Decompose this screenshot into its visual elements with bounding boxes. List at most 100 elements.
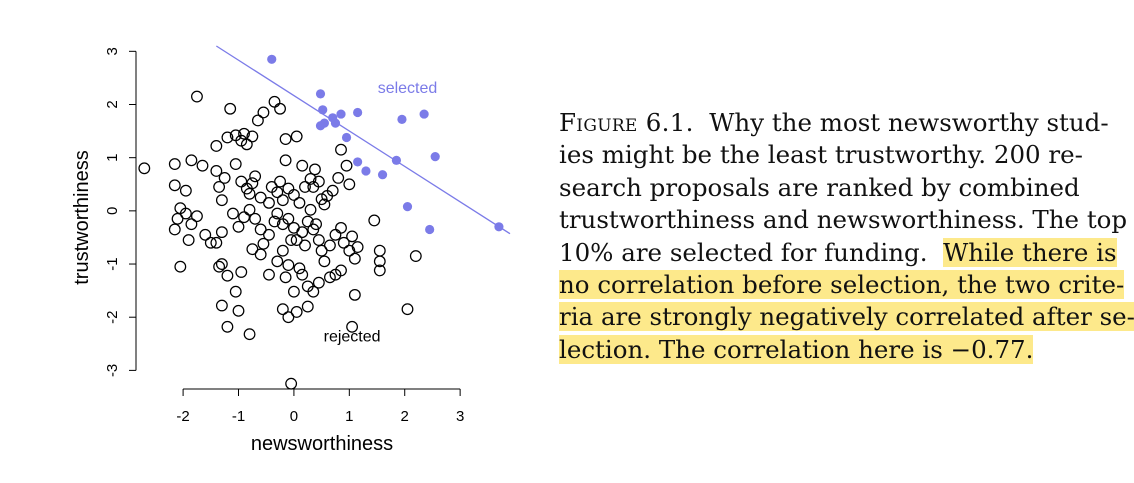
rejected-point [213,260,226,273]
y-tick-label: 3 [104,47,121,55]
rejected-point [296,268,309,281]
rejected-point [282,311,295,324]
rejected-point [243,203,256,216]
caption-line-1: Figure 6.1. Why the most newsworthy stud… [559,107,1109,139]
rejected-point [312,234,325,247]
rejected-point [279,271,292,284]
rejected-point [243,328,256,341]
rejected-point [373,264,386,277]
rejected-point [401,303,414,316]
rejected-point [213,180,226,193]
y-tick-label: -3 [104,364,121,377]
rejected-point [185,218,198,231]
rejected-point [268,95,281,108]
rejected-point [340,159,353,172]
rejected-point [221,131,234,144]
rejected-point [249,170,262,183]
rejected-point [185,154,198,167]
rejected-point [257,237,270,250]
selected-point [425,224,435,235]
rejected-point [312,276,325,289]
rejected-point [335,221,347,234]
rejected-point [282,212,295,225]
rejected-point [179,207,192,220]
plot-axes: -2 -1 0 1 2 3 -3 -2 -1 0 1 2 3 newsworthiness trustwor… [71,47,464,455]
selected-point [318,105,328,115]
x-tick-label: 2 [401,408,409,425]
rejected-point [276,244,289,257]
rejected-point [229,158,242,170]
rejected-point [221,269,234,282]
caption-line-2: ies might be the least trustworthy. 200 … [559,140,1083,170]
caption-text-5: 10% are selected for funding. [559,237,928,267]
rejected-point [296,226,309,239]
selection-threshold-line [215,45,511,235]
rejected-point [293,196,306,209]
rejected-point [263,196,275,209]
selected-point [315,121,326,131]
rejected-point [191,210,203,223]
rejected-point [326,184,339,197]
rejected-point [409,250,422,262]
rejected-point [235,266,248,278]
rejected-point [296,159,309,172]
rejected-point [351,241,364,253]
rejected-point [324,239,336,252]
rejected-point [174,260,187,273]
scatter-plot: -2 -1 0 1 2 3 -3 -2 -1 0 1 2 3 newsworthiness trustwor… [71,45,511,455]
rejected-point [279,133,292,145]
rejected-point [246,243,259,256]
rejected-point [240,138,253,151]
y-tick-label: -1 [104,257,121,270]
selected-point [391,155,402,165]
rejected-point [191,90,203,103]
selected-point [402,201,413,212]
rejected-point [285,377,298,390]
rejected-point [318,198,331,211]
rejected-point [293,262,306,275]
rejected-point [329,228,342,241]
rejected-point [210,165,223,177]
selected-point [353,157,363,167]
selected-point [315,89,326,99]
rejected-point [251,114,264,127]
rejected-point [232,220,245,233]
figure-label: Figure 6.1. [559,108,694,137]
figure-caption: Figure 6.1. Why the most newsworthy stud… [559,107,1134,366]
rejected-point [254,191,267,204]
selected-point [419,109,429,119]
rejected-point [271,186,284,199]
rejected-point [304,203,317,216]
rejected-point [318,255,331,268]
rejected-point [324,271,336,284]
plot-points: selected rejected [138,45,511,390]
rejected-point [168,223,181,236]
selected-point [430,152,440,162]
rejected-point [276,303,289,316]
y-tick-label: 2 [104,100,121,108]
rejected-point [373,244,386,257]
caption-highlight-7: ria are strongly negatively correlated a… [559,302,1134,332]
rejected-point [299,180,311,193]
rejected-point [301,300,314,313]
caption-line-4: trustworthiness and newsworthiness. The … [559,205,1128,235]
y-tick-label: -2 [104,311,121,324]
rejected-point [218,171,231,184]
selected-point [494,222,504,232]
rejected-point [290,130,303,143]
selected-point [336,109,346,119]
rejected-point [299,239,311,252]
caption-highlight-start: While there is [943,237,1117,267]
x-tick-label: 1 [345,408,353,425]
rejected-point [246,177,259,190]
x-tick-label: 0 [290,408,298,425]
rejected-point [229,285,242,298]
rejected-point [309,163,321,176]
rejected-point [282,182,295,195]
rejected-point [168,179,181,192]
rejected-point [254,223,267,236]
rejected-point [238,127,250,140]
rejected-point [171,212,184,225]
selected-point [377,170,388,180]
x-tick-label: -2 [176,408,189,425]
